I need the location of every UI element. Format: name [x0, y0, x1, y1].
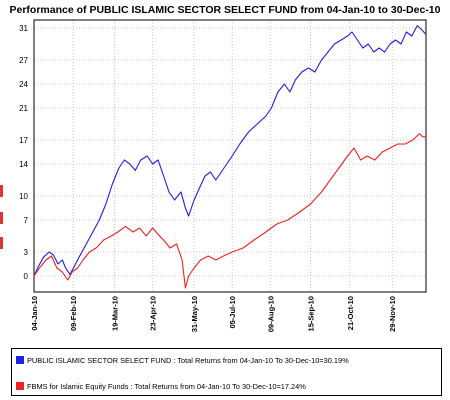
line-chart: 0 3 7 10 14 17 21 24 27 31 04-Jan-10 09-Feb-10 19-M… [19, 19, 427, 332]
y-tick-label: 0 [24, 272, 29, 281]
x-tick-label: 15-Sep-10 [307, 296, 316, 331]
legend-label: PUBLIC ISLAMIC SECTOR SELECT FUND : Tota… [27, 356, 349, 365]
legend-swatch [16, 382, 24, 390]
series-lines [33, 25, 427, 289]
legend-entry: PUBLIC ISLAMIC SECTOR SELECT FUND : Tota… [16, 356, 349, 365]
x-tick-label: 31-May-10 [190, 296, 199, 332]
y-tick-label: 14 [19, 160, 28, 169]
y-tick-label: 7 [24, 216, 29, 225]
x-tick-label: 29-Nov-10 [388, 296, 397, 332]
y-tick-label: 10 [19, 192, 28, 201]
series-line-1 [33, 133, 426, 289]
y-tick-label: 27 [19, 56, 28, 65]
series-line-0 [33, 25, 427, 277]
plot-frame [33, 19, 427, 293]
y-tick-label: 17 [19, 136, 28, 145]
chart-title: Performance of PUBLIC ISLAMIC SECTOR SEL… [9, 4, 441, 16]
edge-marker [0, 212, 3, 224]
y-axis: 0 3 7 10 14 17 21 24 27 31 [19, 24, 28, 281]
y-tick-label: 3 [24, 248, 29, 257]
edge-marker [0, 185, 3, 197]
legend-swatch [16, 356, 24, 364]
x-tick-label: 19-Mar-10 [111, 296, 120, 331]
edge-marker [0, 237, 3, 249]
x-axis: 04-Jan-10 09-Feb-10 19-Mar-10 23-Apr-10 31-M… [30, 296, 397, 332]
y-tick-label: 31 [19, 24, 28, 33]
x-tick-label: 09-Aug-10 [266, 296, 275, 332]
y-tick-label: 21 [19, 104, 28, 113]
legend-label: FBMS for Islamic Equity Funds : Total Re… [27, 382, 306, 391]
x-tick-label: 04-Jan-10 [30, 296, 39, 331]
legend-entry: FBMS for Islamic Equity Funds : Total Re… [16, 382, 306, 391]
legend: PUBLIC ISLAMIC SECTOR SELECT FUND : Tota… [11, 348, 442, 396]
y-tick-label: 24 [19, 80, 28, 89]
x-tick-label: 09-Feb-10 [69, 296, 78, 331]
x-tick-label: 05-Jul-10 [228, 296, 237, 329]
x-tick-label: 23-Apr-10 [149, 296, 158, 331]
x-tick-label: 21-Oct-10 [346, 296, 355, 330]
